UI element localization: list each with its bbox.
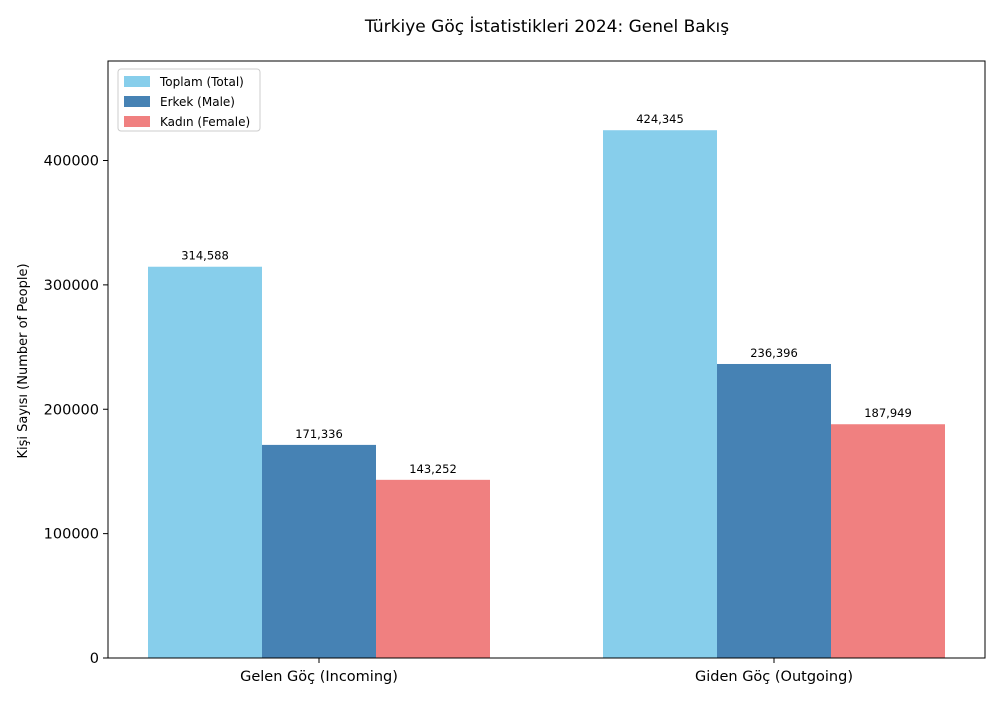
y-axis-label: Kişi Sayısı (Number of People) [16,263,31,458]
y-tick-label-2: 100000 [44,527,99,543]
legend-label-3: Kadın (Female) [160,115,250,129]
data-label-2-1: 171,336 [295,427,343,441]
bar-2-2 [717,363,831,658]
plot-frame [107,60,986,659]
bar-2-1 [262,444,376,658]
legend-swatch-1 [124,76,150,87]
bar-3-2 [831,424,945,658]
x-tick-label-2: Giden Göç (Outgoing) [695,669,853,685]
chart-title: Türkiye Göç İstatistikleri 2024: Genel B… [364,16,729,37]
y-tick-label-3: 200000 [44,402,99,418]
data-label-3-1: 143,252 [409,462,457,476]
data-label-1-2: 424,345 [636,112,684,126]
data-label-2-2: 236,396 [750,346,798,360]
y-tick-label-5: 400000 [44,154,99,170]
data-label-3-2: 187,949 [864,406,912,420]
legend-label-2: Erkek (Male) [160,95,235,109]
x-tick-label-1: Gelen Göç (Incoming) [240,669,398,685]
legend-label-1: Toplam (Total) [159,75,244,89]
bar-3-1 [376,479,490,658]
y-tick-label-4: 300000 [44,278,99,294]
legend-swatch-2 [124,96,150,107]
plot-area: 314,588 424,345 171,336 236,396 143,252 187,9… [44,60,986,685]
legend-box [117,68,261,132]
data-label-1-1: 314,588 [181,249,229,263]
bar-1-2 [603,130,717,659]
legend-swatch-3 [124,116,150,127]
y-tick-label-1: 0 [90,651,99,667]
bar-1-1 [148,266,262,658]
